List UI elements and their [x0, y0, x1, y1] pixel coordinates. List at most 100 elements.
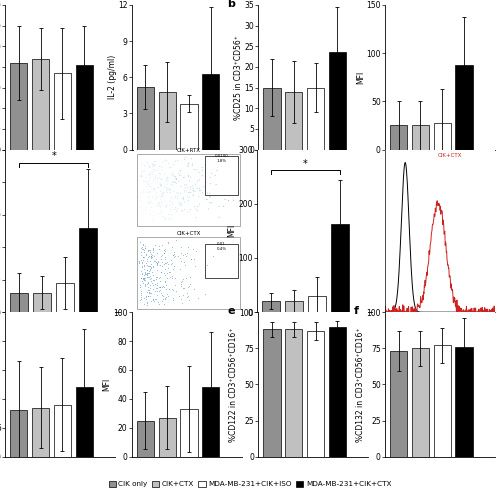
Point [180, 249, 188, 257]
Point [156, 204, 164, 212]
Point [152, 255, 160, 263]
Point [168, 243, 176, 250]
Point [151, 191, 159, 199]
Point [142, 300, 150, 308]
Point [153, 178, 161, 186]
Point [152, 193, 160, 201]
Point [156, 255, 164, 263]
Point [158, 284, 166, 292]
Point [148, 203, 156, 211]
Point [158, 241, 166, 248]
Point [161, 277, 169, 285]
Point [168, 259, 176, 267]
Point [144, 193, 152, 201]
Point [150, 212, 158, 220]
Point [140, 177, 147, 185]
Point [206, 189, 214, 197]
Text: 0.01
0.4%: 0.01 0.4% [216, 242, 226, 251]
Point [160, 282, 168, 290]
Point [196, 185, 203, 192]
Point [149, 245, 157, 253]
Point [164, 185, 172, 193]
Point [152, 287, 160, 295]
Bar [79, 228, 97, 312]
Point [170, 179, 178, 186]
Point [178, 206, 186, 214]
Bar [54, 405, 71, 457]
Point [149, 244, 157, 251]
Point [176, 171, 184, 179]
Point [146, 266, 154, 274]
Point [212, 181, 220, 188]
Bar [434, 123, 451, 149]
Point [169, 251, 177, 259]
Point [194, 202, 202, 210]
Point [187, 255, 195, 263]
Point [152, 295, 160, 303]
Bar [307, 331, 324, 457]
Point [138, 269, 146, 277]
Point [162, 201, 170, 209]
Point [158, 291, 166, 299]
Point [137, 172, 145, 180]
Bar [32, 408, 49, 457]
Y-axis label: MFI: MFI [228, 224, 236, 238]
Bar [205, 156, 238, 195]
Point [221, 195, 229, 203]
Point [161, 215, 169, 223]
Point [173, 175, 181, 183]
Point [183, 289, 191, 297]
Point [184, 172, 192, 180]
Point [230, 196, 237, 204]
Point [138, 244, 145, 251]
Point [152, 196, 160, 204]
Point [154, 184, 162, 192]
Point [191, 187, 199, 195]
Point [153, 167, 161, 175]
Point [186, 173, 194, 181]
Point [208, 199, 216, 207]
Point [184, 248, 192, 256]
Point [140, 270, 148, 278]
Point [143, 257, 151, 265]
Point [168, 274, 176, 282]
Point [140, 167, 148, 175]
Point [146, 265, 154, 273]
Point [169, 181, 177, 189]
Point [166, 188, 174, 196]
Point [157, 192, 165, 200]
Point [174, 293, 182, 301]
Point [172, 193, 179, 201]
Point [174, 192, 182, 200]
Point [180, 205, 188, 213]
Point [158, 207, 166, 215]
Point [171, 281, 179, 289]
Point [146, 260, 154, 268]
Point [169, 265, 177, 273]
Point [173, 205, 181, 213]
Text: 0.0100
1.8%: 0.0100 1.8% [214, 154, 228, 163]
Point [180, 284, 188, 292]
Bar [202, 387, 220, 457]
Point [151, 186, 159, 194]
Point [172, 204, 179, 212]
Point [147, 251, 155, 259]
Point [148, 160, 156, 168]
Point [152, 257, 160, 265]
Point [152, 273, 160, 281]
Point [184, 188, 192, 196]
Point [182, 252, 190, 260]
Point [152, 158, 160, 166]
Point [138, 248, 145, 256]
Point [138, 270, 146, 278]
Point [160, 253, 168, 261]
Point [175, 178, 183, 186]
Point [188, 155, 196, 163]
Bar [262, 301, 280, 312]
Point [154, 245, 162, 253]
Point [143, 288, 151, 296]
Point [166, 186, 174, 194]
Point [174, 170, 182, 178]
Point [154, 274, 162, 282]
Point [180, 188, 188, 196]
